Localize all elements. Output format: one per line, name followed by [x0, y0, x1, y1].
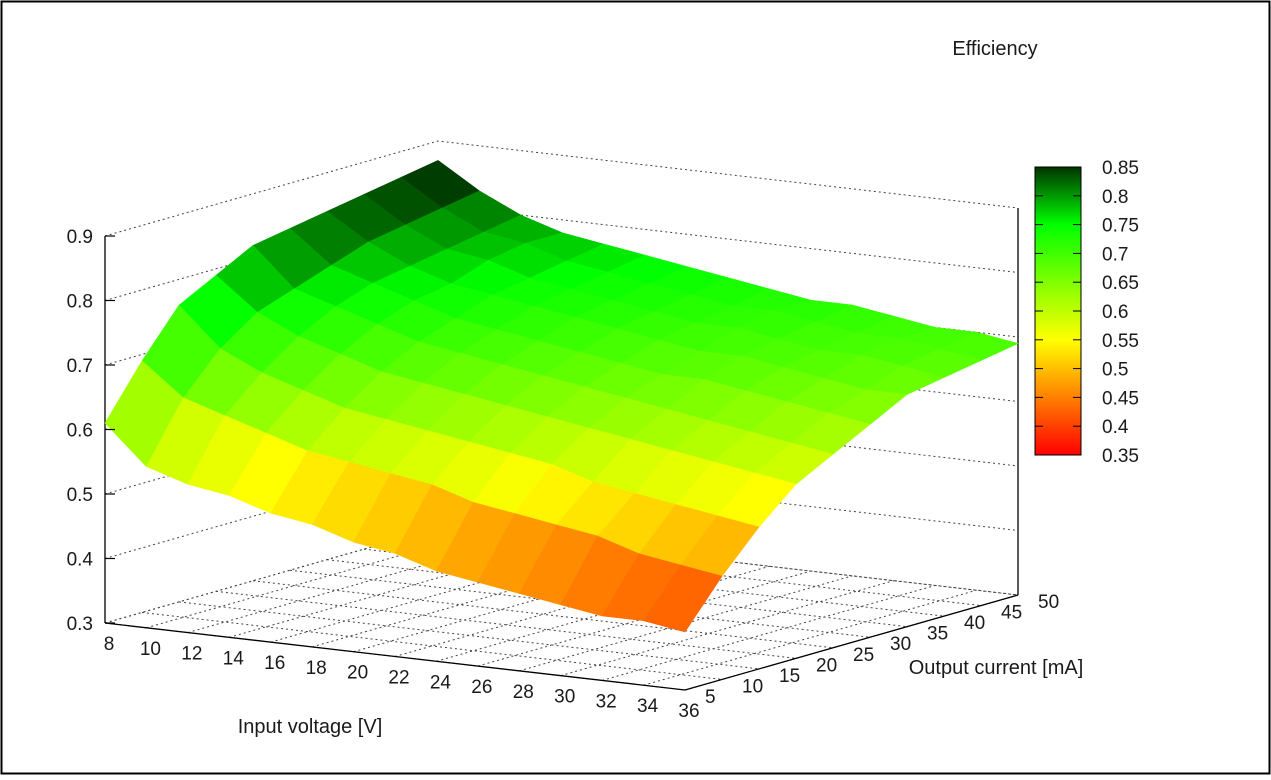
base-gridline-y — [215, 590, 797, 659]
colorbar-ticks: 0.35 0.4 0.45 0.5 0.55 0.6 0.65 0.7 0.75 0.8 0.85 — [1035, 158, 1139, 467]
y-tick-label: 10 — [742, 676, 763, 697]
x-tick-label: 20 — [347, 663, 368, 684]
x-tick-label: 14 — [223, 648, 245, 669]
colorbar-tick-label: 0.7 — [1102, 244, 1128, 265]
x-tick-label: 24 — [430, 672, 452, 693]
surface-mesh — [104, 160, 1019, 633]
x-tick-label: 32 — [596, 691, 617, 712]
z-tick-label: 0.4 — [67, 550, 94, 571]
x-tick-label: 10 — [140, 639, 161, 660]
y-tick-label: 5 — [705, 687, 716, 708]
y-tick-label: 20 — [816, 655, 837, 676]
y-tick-label: 35 — [927, 624, 948, 645]
base-gridline-y — [178, 601, 760, 670]
x-tick-label: 36 — [678, 701, 699, 722]
z-tick-label: 0.3 — [67, 614, 93, 635]
x-tick-label: 34 — [637, 696, 659, 717]
colorbar-tick-label: 0.6 — [1102, 302, 1128, 323]
x-tick-label: 8 — [104, 634, 115, 655]
y-tick-label: 40 — [964, 613, 985, 634]
colorbar-tick-label: 0.65 — [1102, 273, 1139, 294]
x-tick-label: 30 — [554, 687, 575, 708]
x-tick-label: 12 — [181, 644, 202, 665]
x-tick-label: 18 — [306, 658, 327, 679]
y-tick-label: 30 — [890, 634, 911, 655]
surface-facet — [643, 564, 723, 633]
chart-title: Efficiency — [952, 38, 1037, 60]
y-axis-label: Output current [mA] — [909, 657, 1084, 679]
z-tick-label: 0.9 — [67, 227, 93, 248]
z-tick-label: 0.5 — [67, 485, 93, 506]
x-axis-line — [104, 622, 686, 691]
colorbar-tick-label: 0.5 — [1102, 360, 1128, 381]
colorbar-tick-label: 0.35 — [1102, 446, 1139, 467]
y-tick-label: 50 — [1038, 592, 1059, 613]
colorbar-tick-label: 0.75 — [1102, 216, 1139, 237]
colorbar-tick-label: 0.55 — [1102, 331, 1139, 352]
x-tick-label: 26 — [471, 677, 492, 698]
tick-labels: 0.3 0.4 0.5 0.6 0.7 0.8 0.9 8 10 12 14 16 18 20 22 24 26… — [67, 227, 1060, 722]
back-gridline — [104, 140, 1019, 237]
x-tick-label: 16 — [264, 653, 285, 674]
z-tick-label: 0.7 — [67, 356, 93, 377]
y-tick-label: 45 — [1001, 603, 1022, 624]
colorbar-tick-label: 0.8 — [1102, 187, 1128, 208]
x-tick-label: 28 — [513, 682, 534, 703]
colorbar-tick-label: 0.4 — [1102, 417, 1129, 438]
colorbar-tick-label: 0.45 — [1102, 388, 1139, 409]
z-tick-label: 0.6 — [67, 421, 93, 442]
x-axis-label: Input voltage [V] — [238, 716, 383, 738]
z-tick-label: 0.8 — [67, 292, 93, 313]
colorbar-tick-label: 0.85 — [1102, 158, 1139, 179]
x-tick-label: 22 — [388, 668, 409, 689]
y-axis-line — [684, 594, 1019, 691]
base-gridline-y — [252, 580, 834, 649]
base-gridline-y — [141, 611, 723, 680]
y-tick-label: 25 — [853, 645, 874, 666]
y-tick-label: 15 — [779, 666, 800, 687]
